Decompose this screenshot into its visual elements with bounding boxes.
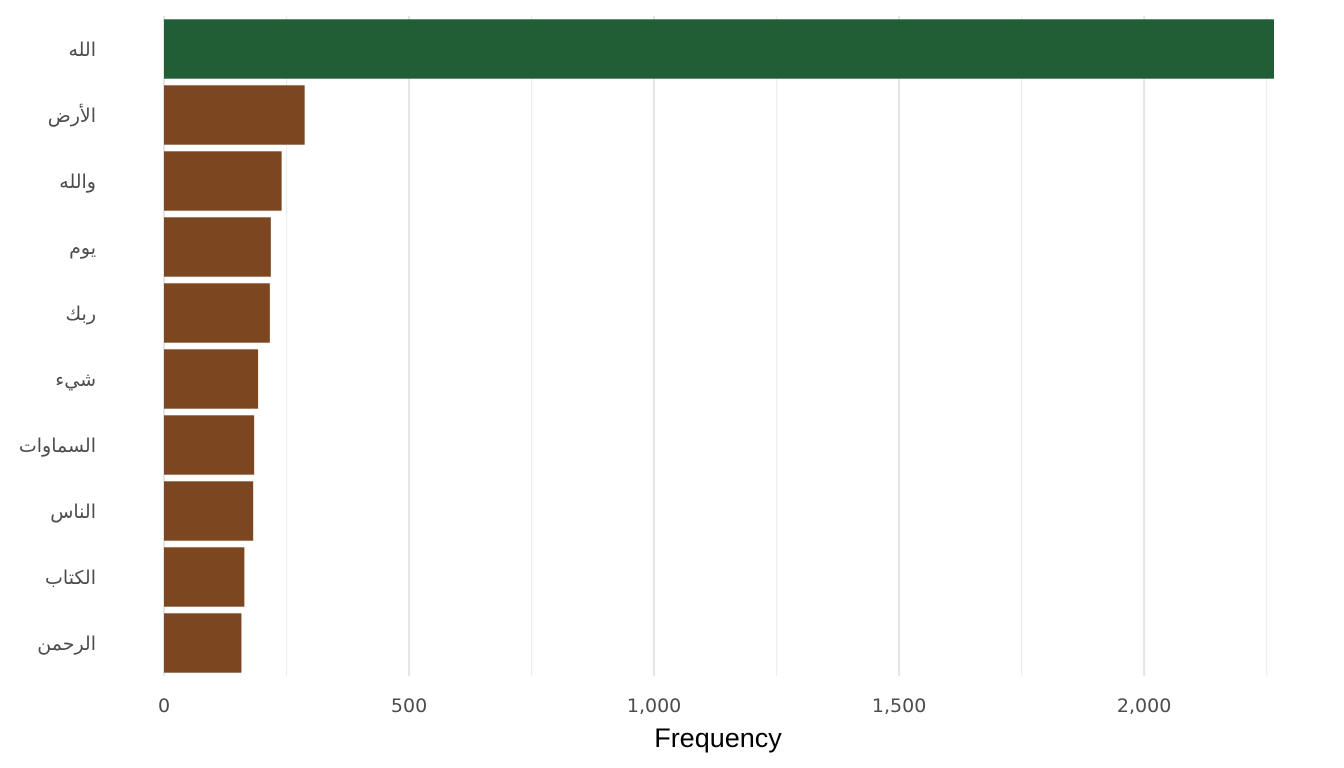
category-label: يوم	[69, 237, 96, 259]
category-labels: الله الأرض والله يوم ربك شيء السماوات الناس الكت…	[19, 39, 96, 655]
bar	[164, 613, 242, 673]
bar	[164, 415, 255, 475]
category-label: ربك	[66, 303, 96, 325]
category-label: الناس	[50, 501, 96, 523]
bar	[164, 217, 271, 277]
category-label: الكتاب	[45, 567, 96, 589]
bar	[164, 349, 259, 409]
category-label: السماوات	[19, 435, 96, 457]
bar	[164, 547, 245, 607]
category-label: الأرض	[48, 104, 96, 127]
x-tick-label: 500	[391, 695, 427, 717]
category-label: والله	[59, 171, 96, 193]
bar	[164, 151, 282, 211]
x-tick-label: 1,000	[627, 695, 681, 717]
bars	[164, 19, 1274, 673]
bar	[164, 481, 254, 541]
grid-lines	[163, 16, 1268, 676]
category-label: شيء	[55, 369, 96, 391]
x-tick-labels: 0 500 1,000 1,500 2,000	[158, 695, 1171, 717]
bar	[164, 283, 270, 343]
x-tick-label: 1,500	[872, 695, 926, 717]
bar	[164, 19, 1274, 79]
bar	[164, 85, 305, 145]
x-tick-label: 0	[158, 695, 170, 717]
x-axis-title: Frequency	[654, 723, 782, 753]
x-tick-label: 2,000	[1117, 695, 1171, 717]
category-label: الله	[68, 39, 96, 61]
category-label: الرحمن	[37, 633, 96, 655]
